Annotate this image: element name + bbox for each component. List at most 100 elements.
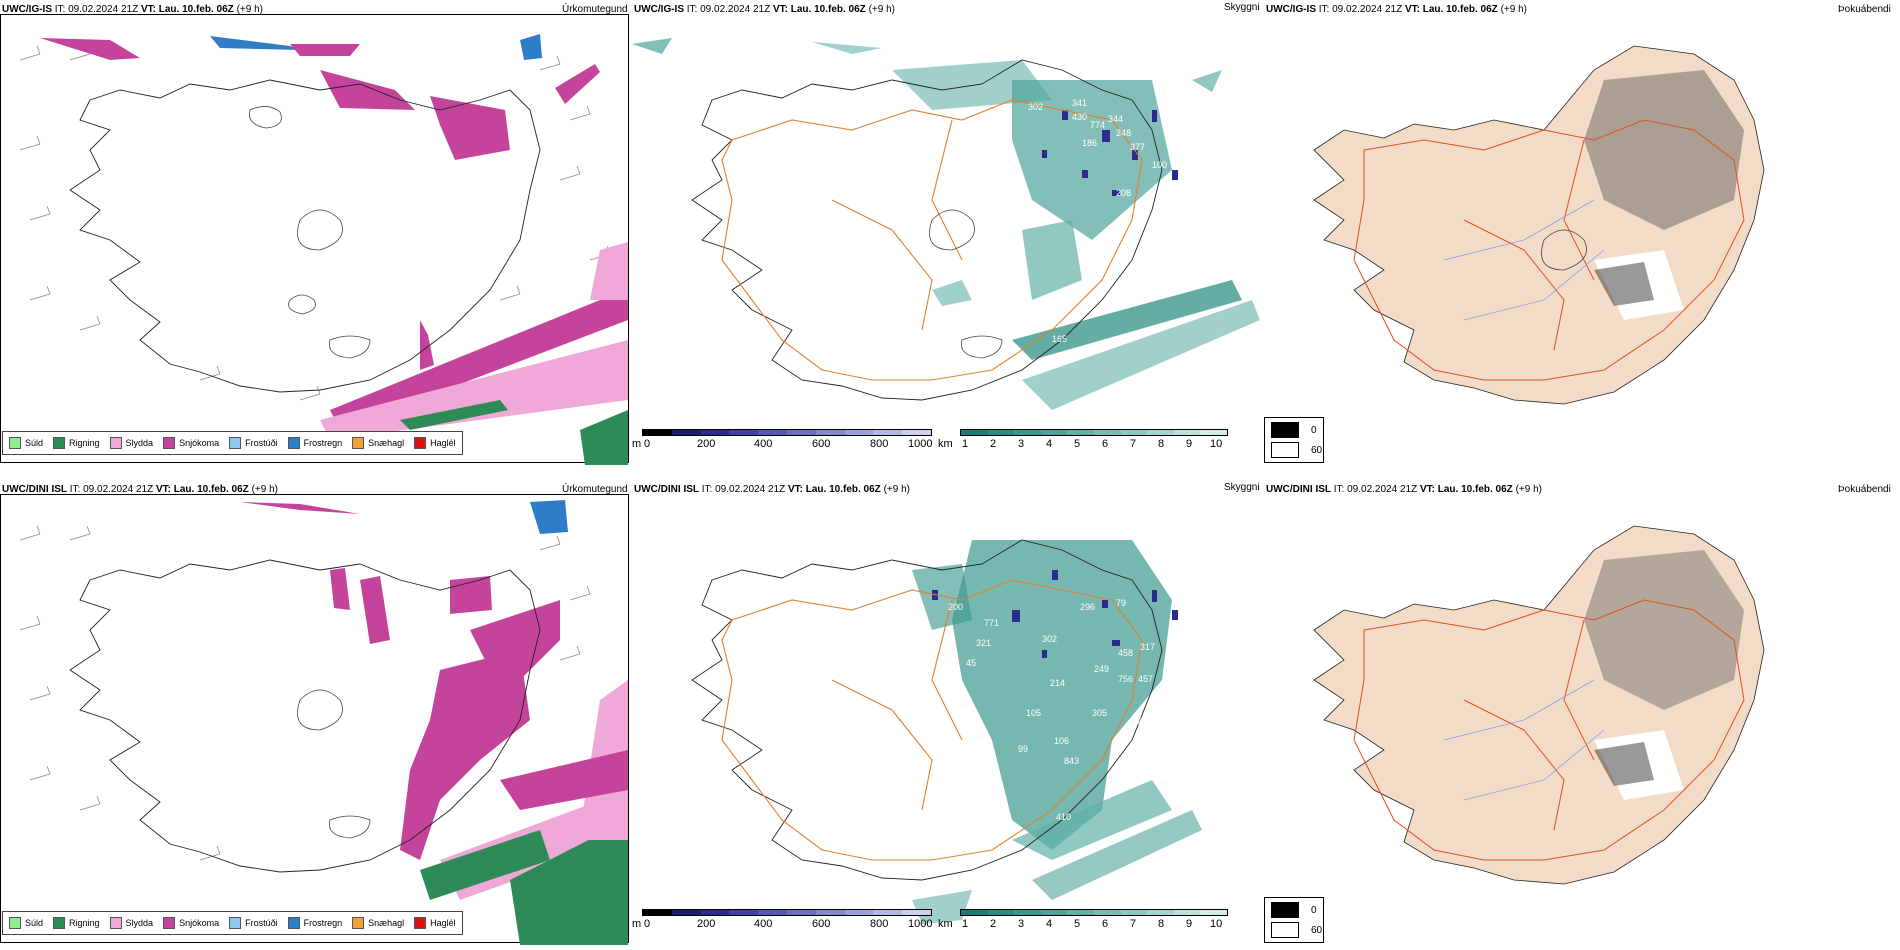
cloud-value-label: 302	[1042, 634, 1057, 644]
cloud-panel-top: UWC/IG-IS IT: 09.02.2024 21Z VT: Lau. 10…	[632, 0, 1262, 465]
fog-panel-bottom: UWC/DINI ISL IT: 09.02.2024 21Z VT: Lau.…	[1264, 480, 1894, 945]
cloud-value-label: 756	[1118, 674, 1133, 684]
legend-item-slydda: Slydda	[109, 917, 153, 929]
visibility-colorbar: km 1 2 3 4 5 6 7 8 9 10	[938, 429, 1228, 453]
cloud-value-label: 317	[1140, 642, 1155, 652]
cloud-value-label: 165	[1052, 334, 1067, 344]
legend-swatch	[109, 437, 122, 449]
cloud-value-label: 774	[1090, 120, 1105, 130]
cloud-value-label: 100	[1152, 160, 1167, 170]
legend-swatch	[229, 437, 242, 449]
cloud-map: 302 341 430 344 774 248 186 377 208 340 …	[632, 38, 1260, 410]
cloud-value-label: 344	[1108, 114, 1123, 124]
visibility-tick: 7	[1130, 438, 1137, 450]
panel-title: Úrkomutegund	[562, 484, 628, 495]
cloud-value-label: 208	[1116, 188, 1131, 198]
cloud-value-label: 341	[1072, 98, 1087, 108]
visibility-tick: 2	[990, 918, 997, 930]
visibility-tick: 8	[1158, 918, 1165, 930]
legend-item-slydda: Slydda	[109, 437, 153, 449]
visibility-colorbar: km 1 2 3 4 5 6 7 8 9 10	[938, 909, 1228, 933]
cloud-value-label: 321	[976, 638, 991, 648]
panel-title: Skyggni	[1224, 2, 1260, 13]
precip-type-panel-bottom: UWC/DINI ISL IT: 09.02.2024 21Z VT: Lau.…	[0, 480, 630, 945]
legend-item-sold: Súld	[9, 917, 43, 929]
cloud-value-label: 305	[1092, 708, 1107, 718]
legend-item-frostregn: Frostregn	[287, 437, 342, 449]
visibility-tick: 2	[990, 438, 997, 450]
height-tick: 1000	[908, 918, 933, 930]
visibility-tick: 10	[1210, 438, 1223, 450]
visibility-unit: km	[938, 438, 953, 450]
legend-item-snaehagl: Snæhagl	[352, 437, 404, 449]
panel-header: UWC/IG-IS IT: 09.02.2024 21Z VT: Lau. 10…	[2, 4, 263, 15]
legend-item-snjokoma: Snjókoma	[163, 917, 219, 929]
legend-item-rigning: Rigning	[53, 917, 100, 929]
cloud-value-label: 296	[1080, 602, 1095, 612]
cloud-value-label: 249	[1094, 664, 1109, 674]
precip-legend: Súld Rigning Slydda Snjókoma Frostúði Fr…	[2, 431, 463, 455]
legend-swatch	[53, 437, 66, 449]
height-tick: 400	[754, 438, 773, 450]
visibility-colorbar-strip	[960, 429, 1228, 436]
cloud-value-label: 771	[984, 618, 999, 628]
cloud-value-label: 214	[1050, 678, 1065, 688]
cloud-map: 200 771 321 302 296 79 458 317 249 756 4…	[691, 539, 1202, 924]
cloud-value-label: 186	[1082, 138, 1097, 148]
height-unit: m	[632, 438, 642, 450]
cloud-value-label: 45	[966, 658, 976, 668]
visibility-tick: 7	[1130, 918, 1137, 930]
fog-swatch	[1271, 902, 1299, 918]
legend-item-rigning: Rigning	[53, 437, 100, 449]
visibility-tick: 9	[1186, 438, 1193, 450]
visibility-tick: 1	[962, 918, 969, 930]
cloud-value-label: 458	[1118, 648, 1133, 658]
visibility-colorbar-strip	[960, 909, 1228, 916]
cloud-value-label: 340	[1012, 262, 1027, 272]
cloud-value-label: 457	[1138, 674, 1153, 684]
precip-map	[19, 500, 628, 945]
visibility-unit: km	[938, 918, 953, 930]
legend-swatch	[287, 437, 300, 449]
cloud-value-label: 410	[1056, 812, 1071, 822]
wind-barbs	[19, 45, 611, 401]
legend-swatch	[53, 917, 66, 929]
height-tick: 1000	[908, 438, 933, 450]
legend-item-frostregn: Frostregn	[287, 917, 342, 929]
legend-swatch	[163, 917, 176, 929]
legend-item-sold: Súld	[9, 437, 43, 449]
visibility-tick: 6	[1102, 918, 1109, 930]
visibility-tick: 1	[962, 438, 969, 450]
height-tick: 800	[870, 918, 889, 930]
height-tick: 400	[754, 918, 773, 930]
legend-swatch	[414, 917, 427, 929]
precip-legend: Súld Rigning Slydda Snjókoma Frostúði Fr…	[2, 911, 463, 935]
legend-item-frostudi: Frostúði	[229, 437, 278, 449]
cloud-value-label: 200	[948, 602, 963, 612]
precip-map	[19, 34, 628, 465]
height-colorbar-strip	[642, 909, 932, 916]
panel-header: UWC/DINI ISL IT: 09.02.2024 21Z VT: Lau.…	[1266, 484, 1542, 495]
roads	[721, 99, 1143, 381]
height-tick: 0	[644, 438, 651, 450]
fog-legend: 0 60	[1264, 417, 1324, 463]
fog-swatch	[1271, 922, 1299, 938]
legend-swatch	[352, 437, 365, 449]
height-colorbar: m 0 200 400 600 800 1000	[632, 909, 932, 933]
panel-header: UWC/IG-IS IT: 09.02.2024 21Z VT: Lau. 10…	[634, 4, 895, 15]
legend-swatch	[109, 917, 122, 929]
panel-title: Þokuábendi	[1838, 4, 1891, 15]
visibility-tick: 8	[1158, 438, 1165, 450]
visibility-tick: 9	[1186, 918, 1193, 930]
cloud-value-labels: 302 341 430 344 774 248 186 377 208 340 …	[1012, 98, 1167, 344]
fog-map	[1313, 45, 1765, 405]
legend-swatch	[287, 917, 300, 929]
fog-map	[1313, 525, 1765, 885]
cloud-value-label: 248	[1116, 128, 1131, 138]
cloud-value-label: 105	[1026, 708, 1041, 718]
cloud-panel-bottom: UWC/DINI ISL IT: 09.02.2024 21Z VT: Lau.…	[632, 480, 1262, 945]
fog-legend-row: 60	[1271, 922, 1322, 938]
fog-swatch	[1271, 422, 1299, 438]
cloud-value-label: 99	[1018, 744, 1028, 754]
panel-header: UWC/DINI ISL IT: 09.02.2024 21Z VT: Lau.…	[634, 484, 910, 495]
